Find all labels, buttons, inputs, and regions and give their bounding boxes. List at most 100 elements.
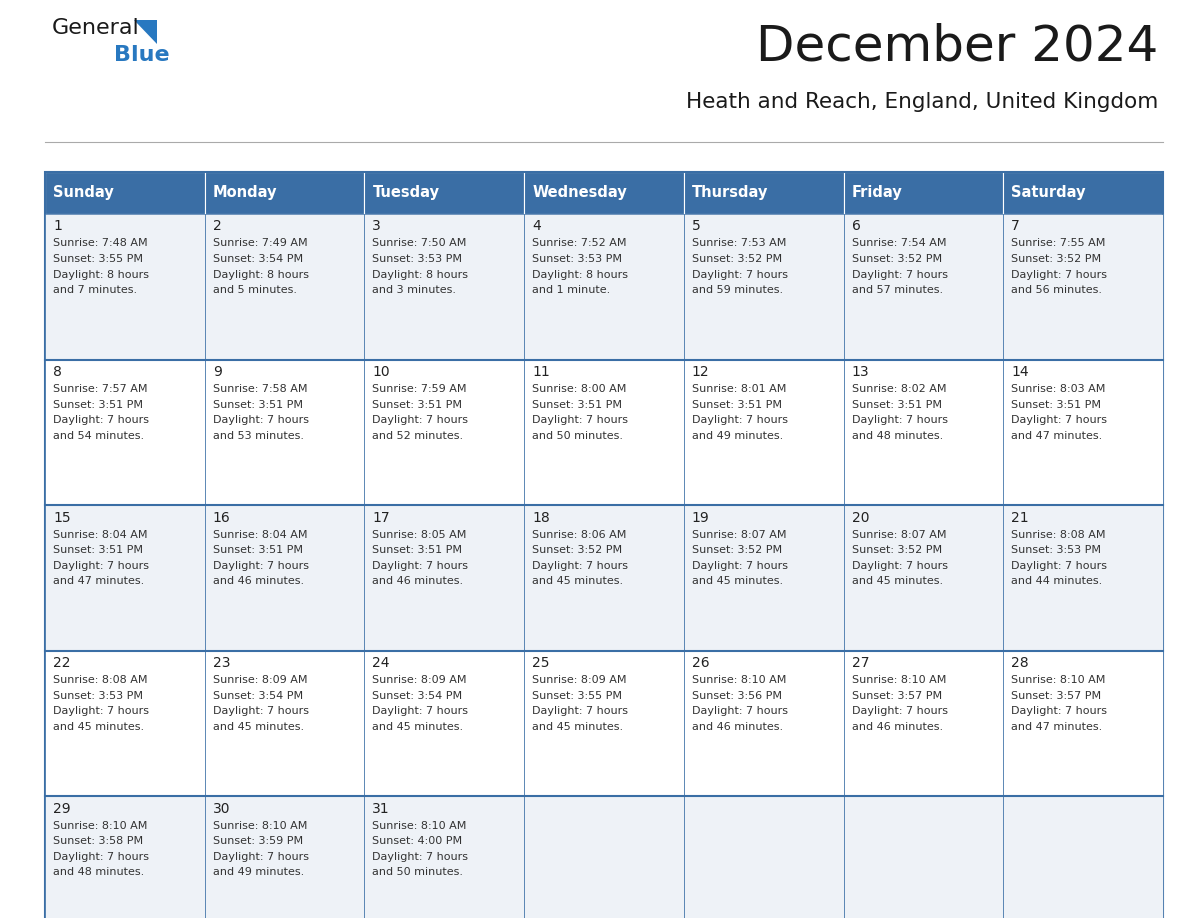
Text: and 46 minutes.: and 46 minutes. <box>213 577 304 587</box>
Text: Daylight: 7 hours: Daylight: 7 hours <box>213 561 309 571</box>
Text: 11: 11 <box>532 365 550 379</box>
Bar <box>1004 214 1163 360</box>
Text: Daylight: 8 hours: Daylight: 8 hours <box>53 270 148 279</box>
Text: Daylight: 7 hours: Daylight: 7 hours <box>532 706 628 716</box>
Bar <box>45 214 204 360</box>
Text: Sunset: 3:54 PM: Sunset: 3:54 PM <box>213 691 303 700</box>
Text: Sunset: 3:53 PM: Sunset: 3:53 PM <box>532 254 623 264</box>
Bar <box>45 360 204 505</box>
Bar <box>204 360 365 505</box>
Text: Daylight: 7 hours: Daylight: 7 hours <box>1011 270 1107 279</box>
Text: 27: 27 <box>852 656 870 670</box>
Text: Daylight: 7 hours: Daylight: 7 hours <box>852 415 948 425</box>
Bar <box>1004 505 1163 651</box>
Text: 19: 19 <box>691 510 709 525</box>
Text: Daylight: 7 hours: Daylight: 7 hours <box>372 852 468 862</box>
Bar <box>45 651 204 797</box>
Text: 1: 1 <box>53 219 62 233</box>
Text: Thursday: Thursday <box>691 185 769 200</box>
Text: and 56 minutes.: and 56 minutes. <box>1011 285 1102 295</box>
Text: Sunday: Sunday <box>53 185 114 200</box>
Text: and 49 minutes.: and 49 minutes. <box>691 431 783 441</box>
Text: 4: 4 <box>532 219 541 233</box>
Text: 9: 9 <box>213 365 222 379</box>
Text: 30: 30 <box>213 802 230 816</box>
Text: December 2024: December 2024 <box>756 22 1158 70</box>
Text: and 45 minutes.: and 45 minutes. <box>691 577 783 587</box>
Text: Sunrise: 8:07 AM: Sunrise: 8:07 AM <box>852 530 946 540</box>
Text: Sunset: 3:52 PM: Sunset: 3:52 PM <box>532 545 623 555</box>
Text: Sunrise: 7:50 AM: Sunrise: 7:50 AM <box>372 239 467 249</box>
Text: Daylight: 7 hours: Daylight: 7 hours <box>53 706 148 716</box>
Bar <box>365 797 524 918</box>
Text: Sunrise: 8:10 AM: Sunrise: 8:10 AM <box>691 676 786 686</box>
Text: Sunrise: 7:59 AM: Sunrise: 7:59 AM <box>372 384 467 394</box>
Text: and 45 minutes.: and 45 minutes. <box>532 722 624 732</box>
Text: and 53 minutes.: and 53 minutes. <box>213 431 304 441</box>
Text: and 3 minutes.: and 3 minutes. <box>372 285 456 295</box>
Bar <box>684 797 843 918</box>
Text: Daylight: 7 hours: Daylight: 7 hours <box>532 561 628 571</box>
Text: Sunset: 3:57 PM: Sunset: 3:57 PM <box>852 691 942 700</box>
Bar <box>684 505 843 651</box>
Bar <box>684 214 843 360</box>
Bar <box>843 360 1004 505</box>
Text: Friday: Friday <box>852 185 903 200</box>
Text: Sunset: 3:51 PM: Sunset: 3:51 PM <box>53 399 143 409</box>
Bar <box>684 651 843 797</box>
Text: and 57 minutes.: and 57 minutes. <box>852 285 943 295</box>
Text: 20: 20 <box>852 510 870 525</box>
Bar <box>365 214 524 360</box>
Text: Sunrise: 8:09 AM: Sunrise: 8:09 AM <box>213 676 308 686</box>
Text: Daylight: 7 hours: Daylight: 7 hours <box>1011 561 1107 571</box>
Text: and 45 minutes.: and 45 minutes. <box>372 722 463 732</box>
Text: Sunrise: 7:58 AM: Sunrise: 7:58 AM <box>213 384 308 394</box>
Text: Sunset: 3:56 PM: Sunset: 3:56 PM <box>691 691 782 700</box>
Bar <box>204 172 365 214</box>
Text: 21: 21 <box>1011 510 1029 525</box>
Text: Daylight: 7 hours: Daylight: 7 hours <box>372 706 468 716</box>
Text: Sunrise: 8:08 AM: Sunrise: 8:08 AM <box>53 676 147 686</box>
Text: and 45 minutes.: and 45 minutes. <box>213 722 304 732</box>
Text: 14: 14 <box>1011 365 1029 379</box>
Text: Daylight: 7 hours: Daylight: 7 hours <box>852 270 948 279</box>
Text: Sunrise: 7:52 AM: Sunrise: 7:52 AM <box>532 239 626 249</box>
Text: 31: 31 <box>372 802 390 816</box>
Text: Daylight: 7 hours: Daylight: 7 hours <box>852 706 948 716</box>
Text: and 50 minutes.: and 50 minutes. <box>372 868 463 878</box>
Bar <box>204 505 365 651</box>
Text: Sunset: 3:51 PM: Sunset: 3:51 PM <box>852 399 942 409</box>
Text: Sunset: 3:55 PM: Sunset: 3:55 PM <box>53 254 143 264</box>
Text: 12: 12 <box>691 365 709 379</box>
Text: Sunset: 3:51 PM: Sunset: 3:51 PM <box>1011 399 1101 409</box>
Text: 23: 23 <box>213 656 230 670</box>
Text: Heath and Reach, England, United Kingdom: Heath and Reach, England, United Kingdom <box>685 92 1158 112</box>
Text: Sunrise: 7:57 AM: Sunrise: 7:57 AM <box>53 384 147 394</box>
Bar <box>684 172 843 214</box>
Text: Monday: Monday <box>213 185 277 200</box>
Text: Daylight: 7 hours: Daylight: 7 hours <box>852 561 948 571</box>
Bar <box>1004 797 1163 918</box>
Text: Sunset: 3:54 PM: Sunset: 3:54 PM <box>213 254 303 264</box>
Text: Sunset: 3:51 PM: Sunset: 3:51 PM <box>372 399 462 409</box>
Bar <box>45 505 204 651</box>
Text: and 7 minutes.: and 7 minutes. <box>53 285 137 295</box>
Text: Tuesday: Tuesday <box>372 185 440 200</box>
Text: Sunset: 3:53 PM: Sunset: 3:53 PM <box>53 691 143 700</box>
Text: Sunrise: 7:53 AM: Sunrise: 7:53 AM <box>691 239 786 249</box>
Text: 28: 28 <box>1011 656 1029 670</box>
Text: Sunrise: 8:01 AM: Sunrise: 8:01 AM <box>691 384 786 394</box>
Bar <box>365 651 524 797</box>
Text: Sunrise: 7:49 AM: Sunrise: 7:49 AM <box>213 239 308 249</box>
Bar <box>524 797 684 918</box>
Text: Sunset: 3:55 PM: Sunset: 3:55 PM <box>532 691 623 700</box>
Text: and 44 minutes.: and 44 minutes. <box>1011 577 1102 587</box>
Text: 2: 2 <box>213 219 221 233</box>
Text: General: General <box>52 18 140 38</box>
Text: Sunrise: 8:10 AM: Sunrise: 8:10 AM <box>213 821 307 831</box>
Text: and 46 minutes.: and 46 minutes. <box>372 577 463 587</box>
Text: Sunrise: 8:00 AM: Sunrise: 8:00 AM <box>532 384 626 394</box>
Text: and 48 minutes.: and 48 minutes. <box>53 868 144 878</box>
Text: Sunset: 3:53 PM: Sunset: 3:53 PM <box>372 254 462 264</box>
Text: Sunset: 3:57 PM: Sunset: 3:57 PM <box>1011 691 1101 700</box>
